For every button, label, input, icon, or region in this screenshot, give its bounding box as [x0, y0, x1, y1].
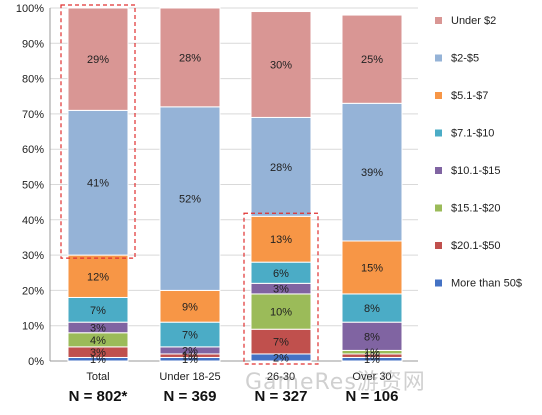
x-axis-labels: Total Under 18-25 26-30 Over 30: [86, 371, 391, 383]
data-label: 28%: [270, 162, 292, 174]
data-label: 8%: [364, 331, 380, 343]
bar-under-18-25-5-1-7: [159, 289, 221, 323]
bar-under-18-25-under-2: [159, 7, 221, 108]
sample-size-under-18-25: N = 369: [163, 388, 217, 405]
legend-swatch-2-5: [435, 54, 442, 62]
bar-26-30-20-1-50: [250, 328, 312, 355]
x-tick-label: Total: [86, 371, 109, 383]
y-tick-label: 80%: [22, 74, 44, 86]
y-tick-label: 40%: [22, 215, 44, 227]
data-label: 1%: [90, 354, 106, 366]
data-label: 9%: [182, 301, 198, 313]
bar-over-30-7-1-10: [341, 293, 403, 323]
y-tick-label: 60%: [22, 144, 44, 156]
sample-size-over-30: N = 106: [345, 388, 399, 405]
y-tick-label: 30%: [22, 250, 44, 262]
data-label: 3%: [90, 322, 106, 334]
sample-size-total: N = 802*: [68, 388, 128, 405]
legend-swatch-under-2: [435, 17, 442, 24]
data-label: 25%: [361, 54, 383, 66]
data-label: 6%: [273, 268, 289, 280]
bar-over-30-5-1-7: [341, 240, 403, 295]
data-label: 13%: [270, 234, 292, 246]
bar-26-30-under-2: [250, 11, 312, 118]
bar-under-18-25-7-1-10: [159, 321, 221, 348]
x-tick-label: Under 18-25: [159, 371, 220, 383]
data-label: 2%: [273, 352, 289, 364]
data-label: 3%: [273, 284, 289, 296]
data-label: 30%: [270, 59, 292, 71]
legend: Under $2 $2-$5 $5.1-$7 $7.1-$10 $10.1-$15 $15…: [435, 15, 522, 290]
highlight-box: [243, 212, 319, 365]
y-tick-label: 90%: [22, 38, 44, 50]
data-label: 7%: [90, 305, 106, 317]
data-label: 4%: [90, 335, 106, 347]
data-label: 1%: [364, 351, 380, 363]
data-label: 41%: [87, 178, 109, 190]
y-tick-label: 70%: [22, 109, 44, 121]
data-label: 15%: [361, 262, 383, 274]
legend-swatch-more-than-50: [435, 279, 442, 287]
y-tick-label: 20%: [22, 285, 44, 297]
highlight-box: [60, 4, 136, 259]
bar-labels: 1%3%4%3%7%12%41%29%1%1%2%7%9%52%28%2%7%1…: [87, 52, 383, 366]
legend-label: $15.1-$20: [451, 203, 501, 215]
data-label: 10%: [270, 307, 292, 319]
bar-total-5-1-7: [67, 254, 129, 298]
bar-26-30-15-1-20: [250, 293, 312, 330]
data-label: 29%: [87, 54, 109, 66]
y-tick-label: 100%: [16, 3, 44, 15]
legend-swatch-7-1-10: [435, 129, 442, 137]
data-label: 12%: [87, 271, 109, 283]
bars: [67, 7, 403, 362]
data-label: 8%: [364, 303, 380, 315]
y-tick-label: 0%: [28, 356, 44, 368]
bar-26-30-2-5: [250, 116, 312, 217]
x-tick-label: 26-30: [267, 371, 295, 383]
y-tick-label: 50%: [22, 180, 44, 192]
bar-over-30-under-2: [341, 14, 403, 104]
legend-label: $20.1-$50: [451, 240, 501, 252]
data-label: 52%: [179, 194, 201, 206]
highlight-boxes: [60, 4, 319, 365]
legend-swatch-10-1-15: [435, 167, 442, 174]
legend-label: $5.1-$7: [451, 90, 488, 102]
legend-swatch-15-1-20: [435, 204, 442, 212]
legend-label: $7.1-$10: [451, 128, 494, 140]
legend-label: $10.1-$15: [451, 165, 501, 177]
bar-26-30-5-1-7: [250, 215, 312, 263]
data-label: 1%: [182, 351, 198, 363]
legend-label: More than 50$: [451, 278, 522, 290]
watermark: GameRes游资网: [245, 370, 426, 395]
data-label: 1%: [364, 354, 380, 366]
legend-label: Under $2: [451, 15, 496, 27]
data-label: 1%: [364, 347, 380, 359]
data-label: 2%: [182, 345, 198, 357]
sample-size-26-30: N = 327: [254, 388, 308, 405]
data-label: 3%: [90, 347, 106, 359]
data-label: 39%: [361, 167, 383, 179]
data-label: 7%: [182, 330, 198, 342]
y-axis-ticks: 0% 10% 20% 30% 40% 50% 60% 70% 80% 90% 100%: [16, 3, 44, 368]
legend-swatch-5-1-7: [435, 92, 442, 99]
bar-under-18-25-2-5: [159, 106, 221, 291]
data-label: 7%: [273, 337, 289, 349]
legend-label: $2-$5: [451, 53, 479, 65]
y-tick-label: 10%: [22, 321, 44, 333]
bar-total-under-2: [67, 7, 129, 111]
legend-swatch-20-1-50: [435, 242, 442, 249]
data-label: 28%: [179, 52, 201, 64]
x-tick-label: Over 30: [352, 371, 391, 383]
bar-over-30-10-1-15: [341, 321, 403, 351]
bar-over-30-2-5: [341, 102, 403, 242]
data-label: 1%: [182, 354, 198, 366]
